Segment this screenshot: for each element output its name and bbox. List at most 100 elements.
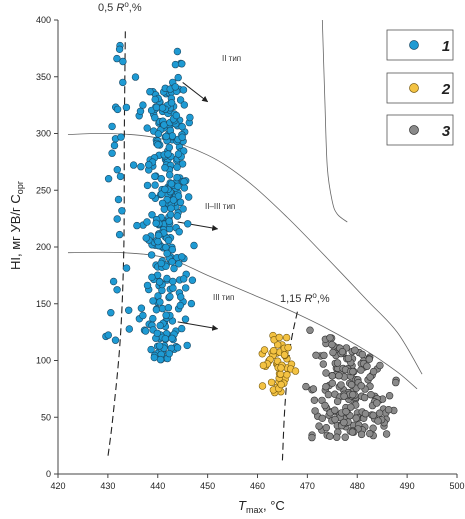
data-point-series-3 — [373, 399, 381, 407]
data-point-series-1 — [180, 101, 189, 109]
data-point-series-1 — [113, 215, 121, 223]
data-point-series-1 — [115, 45, 124, 53]
ro-low-line — [107, 31, 126, 458]
data-point-series-1 — [174, 150, 183, 158]
data-point-series-3 — [322, 383, 330, 391]
data-point-series-3 — [322, 424, 330, 432]
data-point-series-1 — [173, 212, 182, 220]
data-point-series-3 — [341, 433, 349, 441]
data-point-series-3 — [369, 424, 377, 432]
y-axis-title: HI, мг УВ/г Cорг — [8, 180, 25, 270]
data-point-series-1 — [188, 276, 197, 284]
data-point-series-1 — [143, 181, 152, 190]
y-tick-label: 0 — [46, 469, 51, 479]
data-point-series-3 — [326, 334, 334, 342]
data-point-series-3 — [322, 369, 330, 377]
data-point-series-1 — [152, 306, 161, 314]
data-point-series-1 — [148, 191, 156, 200]
type-3-label: III тип — [213, 293, 234, 302]
data-point-series-1 — [108, 122, 116, 131]
data-point-series-1 — [143, 124, 151, 132]
data-point-series-1 — [180, 275, 188, 283]
y-tick-label: 400 — [36, 15, 51, 25]
data-point-series-2 — [259, 361, 268, 370]
data-point-series-1 — [178, 133, 186, 141]
data-point-series-3 — [384, 406, 393, 414]
data-point-series-3 — [349, 391, 357, 399]
data-point-series-1 — [109, 277, 118, 286]
ro-low-label: 0,5 Ro,% — [98, 0, 142, 14]
data-point-series-1 — [169, 277, 177, 286]
ro-low-label-prefix: 0,5 — [98, 2, 116, 14]
data-point-series-3 — [348, 428, 357, 436]
y-tick-label: 350 — [36, 72, 51, 82]
data-point-series-1 — [113, 105, 122, 114]
data-point-series-1 — [158, 104, 167, 112]
data-point-series-1 — [118, 207, 126, 215]
data-point-series-1 — [153, 329, 162, 337]
data-point-series-1 — [167, 204, 175, 212]
ro-low-label-r: R — [116, 2, 124, 14]
data-point-series-3 — [308, 433, 316, 442]
ro-high-label-r: R — [304, 293, 312, 305]
type-2-line — [321, 19, 348, 223]
y-tick-label: 100 — [36, 356, 51, 366]
data-point-series-3 — [315, 422, 323, 430]
data-point-series-1 — [108, 149, 116, 157]
data-point-series-1 — [179, 205, 187, 213]
data-point-series-1 — [114, 195, 123, 204]
type-2-3-line — [67, 132, 423, 375]
data-point-series-3 — [311, 407, 319, 415]
data-point-series-1 — [164, 304, 173, 312]
data-point-series-1 — [169, 196, 178, 204]
data-point-series-1 — [122, 264, 131, 272]
data-point-series-3 — [375, 409, 384, 417]
x-tick-label: 430 — [100, 481, 115, 491]
data-point-series-1 — [111, 336, 120, 344]
x-axis-title-sub: max — [246, 505, 264, 515]
data-point-series-2 — [267, 378, 276, 387]
data-point-series-1 — [180, 178, 188, 186]
legend-label-1: 1 — [442, 38, 450, 55]
data-point-series-1 — [167, 99, 176, 107]
data-point-series-1 — [107, 309, 115, 317]
x-axis-title: Tmax, °C — [238, 498, 285, 515]
data-point-series-3 — [357, 366, 365, 374]
data-point-series-1 — [156, 355, 165, 364]
x-tick-label: 440 — [150, 481, 165, 491]
data-point-series-1 — [181, 315, 190, 323]
data-point-series-1 — [156, 298, 164, 306]
data-point-series-1 — [161, 185, 169, 194]
data-point-series-3 — [319, 360, 327, 368]
data-point-series-1 — [149, 297, 157, 305]
type-boundary-curves — [67, 19, 423, 390]
data-point-series-3 — [347, 381, 356, 389]
legend-marker-3 — [409, 125, 419, 135]
data-point-series-1 — [168, 132, 177, 140]
y-tick-label: 150 — [36, 299, 51, 309]
data-point-series-3 — [382, 430, 391, 438]
data-point-series-3 — [312, 351, 320, 359]
data-point-series-1 — [184, 220, 192, 228]
data-point-series-1 — [154, 130, 163, 138]
data-point-series-1 — [137, 304, 146, 312]
data-point-series-1 — [139, 311, 147, 320]
data-point-series-1 — [186, 113, 194, 122]
data-point-series-1 — [163, 249, 171, 258]
data-point-series-3 — [369, 411, 377, 419]
y-axis-title-sub: орг — [15, 180, 25, 194]
data-point-series-1 — [176, 301, 185, 310]
data-point-series-1 — [163, 274, 171, 283]
data-point-series-1 — [167, 180, 176, 188]
data-point-series-1 — [119, 57, 127, 66]
data-point-series-1 — [168, 334, 176, 342]
data-point-series-1 — [165, 143, 174, 152]
data-point-series-3 — [328, 379, 336, 387]
x-tick-label: 480 — [350, 481, 365, 491]
trend-arrow — [177, 221, 219, 231]
data-point-series-3 — [331, 415, 339, 424]
data-point-series-3 — [302, 382, 310, 391]
x-tick-label: 490 — [400, 481, 415, 491]
data-point-series-3 — [367, 391, 375, 399]
